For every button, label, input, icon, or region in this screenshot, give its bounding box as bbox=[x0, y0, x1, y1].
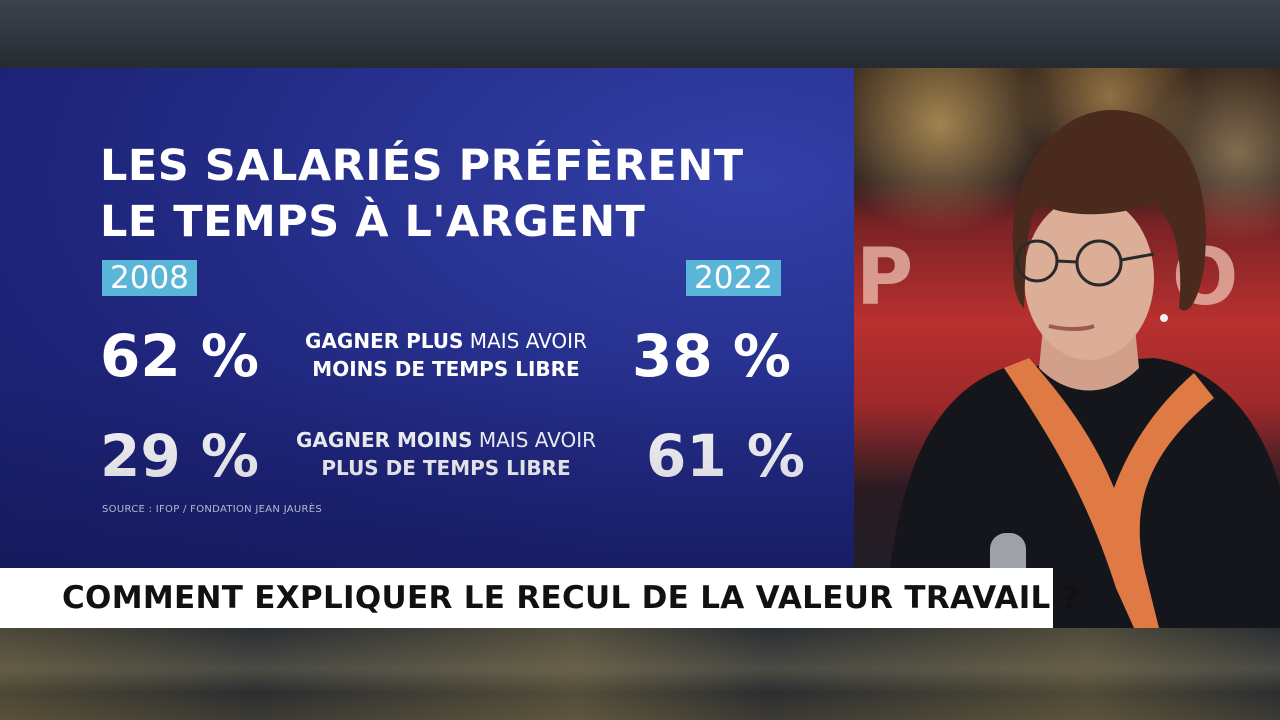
row2-label: GAGNER MOINS MAIS AVOIR PLUS DE TEMPS LI… bbox=[266, 426, 626, 482]
row2-left-value: 29 % bbox=[100, 422, 260, 490]
row2-label-regular: MAIS AVOIR bbox=[472, 428, 597, 452]
row1-label: GAGNER PLUS MAIS AVOIR MOINS DE TEMPS LI… bbox=[268, 327, 624, 383]
bottom-band bbox=[0, 628, 1280, 720]
title-line-1: LES SALARIÉS PRÉFÈRENT bbox=[100, 141, 744, 191]
source-caption: SOURCE : IFOP / FONDATION JEAN JAURÈS bbox=[102, 504, 323, 515]
guest-figure bbox=[884, 109, 1280, 628]
row1-label-bold: GAGNER PLUS bbox=[305, 329, 464, 353]
year-badge-2022: 2022 bbox=[686, 260, 781, 296]
guest-hair bbox=[1012, 109, 1206, 311]
guest-mouth bbox=[1048, 324, 1095, 331]
year-badge-2008: 2008 bbox=[102, 260, 197, 296]
top-band bbox=[0, 0, 1280, 68]
row2-right-value: 61 % bbox=[646, 422, 806, 490]
row1-right-value: 38 % bbox=[632, 322, 792, 390]
row1-left-value: 62 % bbox=[100, 322, 260, 390]
guest-face bbox=[1024, 196, 1154, 360]
title-line-2: LE TEMPS À L'ARGENT bbox=[100, 197, 646, 247]
infographic-panel: LES SALARIÉS PRÉFÈRENT LE TEMPS À L'ARGE… bbox=[0, 68, 854, 568]
row2-label-line2: PLUS DE TEMPS LIBRE bbox=[321, 456, 571, 480]
guest-cardigan-trim bbox=[1004, 358, 1214, 628]
guest-glasses bbox=[1015, 239, 1155, 287]
row1-label-regular: MAIS AVOIR bbox=[463, 329, 587, 353]
row2-label-bold: GAGNER MOINS bbox=[295, 428, 473, 452]
row1-label-line2: MOINS DE TEMPS LIBRE bbox=[312, 357, 580, 381]
headline-text: COMMENT EXPLIQUER LE RECUL DE LA VALEUR … bbox=[62, 580, 1080, 616]
headline-banner: COMMENT EXPLIQUER LE RECUL DE LA VALEUR … bbox=[0, 568, 1080, 628]
studio-screen-letter-p: P bbox=[856, 233, 914, 323]
studio-video-feed: P O bbox=[854, 68, 1280, 628]
infographic-title: LES SALARIÉS PRÉFÈRENT LE TEMPS À L'ARGE… bbox=[100, 138, 744, 250]
guest-earring bbox=[1160, 314, 1168, 322]
